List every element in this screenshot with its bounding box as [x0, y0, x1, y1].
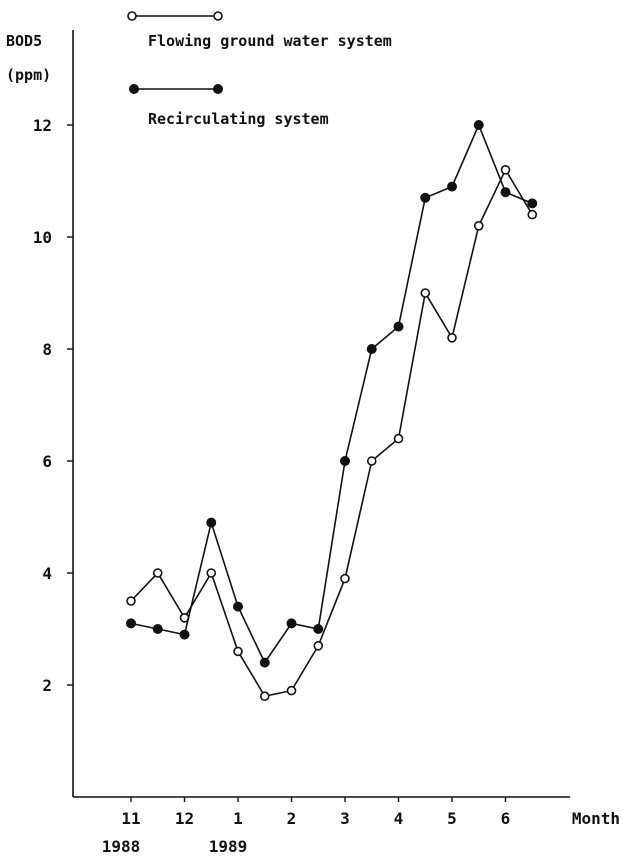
x-axis-title: Month [572, 809, 620, 828]
data-point-flowing [340, 573, 350, 584]
data-point-flowing [313, 640, 324, 651]
x-tick-label: 6 [501, 809, 511, 828]
x-tick-label: 12 [175, 809, 194, 828]
legend-flowing-label: Flowing ground water system [148, 32, 392, 50]
data-point-flowing [473, 221, 484, 231]
year-label: 1989 [209, 837, 248, 856]
data-point-flowing [447, 332, 457, 343]
legend: Flowing ground water system Recirculatin… [127, 11, 392, 128]
data-point-flowing [259, 691, 270, 702]
series-line-recirculating [130, 122, 533, 665]
data-point-recirculating [473, 120, 484, 130]
series-group [126, 120, 538, 702]
year-label: 1988 [102, 837, 141, 856]
y-tick-label: 4 [42, 564, 52, 583]
y-tick-label: 8 [42, 340, 52, 359]
y-tick-label: 12 [33, 116, 52, 135]
x-tick-label: 11 [121, 809, 140, 828]
legend-flowing-marker-right [213, 11, 223, 21]
data-point-recirculating [366, 344, 377, 354]
data-point-flowing [366, 456, 377, 466]
y-tick-label: 10 [33, 228, 52, 247]
x-tick-label: 3 [340, 809, 350, 828]
data-point-recirculating [393, 321, 404, 332]
y-ticks: 2 4 6 8 10 12 [33, 116, 73, 695]
data-point-recirculating [179, 629, 190, 640]
legend-recirculating-label: Recirculating system [148, 110, 329, 128]
data-point-flowing [126, 596, 136, 606]
data-point-flowing [286, 685, 297, 696]
y-tick-label: 6 [42, 452, 52, 471]
data-point-recirculating [233, 601, 243, 612]
x-ticks: 11 12 1 2 3 4 5 6 [121, 797, 510, 828]
y-axis-title-line2: (ppm) [6, 66, 51, 84]
data-point-flowing [233, 646, 243, 657]
y-axis-title-line1: BOD5 [6, 32, 42, 50]
data-point-recirculating [420, 192, 431, 203]
series-line-flowing [130, 168, 533, 698]
data-point-recirculating [259, 657, 270, 668]
data-point-flowing [393, 433, 404, 444]
data-point-flowing [420, 288, 431, 298]
data-point-flowing [500, 165, 511, 175]
data-point-recirculating [447, 181, 457, 192]
legend-item-recirculating: Recirculating system [129, 84, 329, 128]
x-tick-label: 1 [233, 809, 243, 828]
year-labels: 1988 1989 [102, 837, 248, 856]
data-point-recirculating [313, 624, 324, 634]
x-tick-label: 2 [287, 809, 297, 828]
y-tick-label: 2 [42, 676, 52, 695]
data-point-recirculating [500, 187, 511, 198]
data-point-flowing [152, 568, 163, 578]
legend-flowing-marker-left [127, 11, 137, 21]
x-tick-label: 4 [394, 809, 404, 828]
data-point-recirculating [527, 198, 538, 209]
legend-recirculating-marker-right [213, 84, 223, 94]
data-point-recirculating [286, 618, 297, 629]
data-point-recirculating [340, 456, 350, 466]
data-point-recirculating [126, 618, 136, 629]
legend-recirculating-marker-left [129, 84, 139, 94]
data-point-recirculating [206, 517, 217, 528]
x-tick-label: 5 [447, 809, 457, 828]
data-point-recirculating [152, 624, 163, 634]
legend-item-flowing: Flowing ground water system [127, 11, 392, 50]
data-point-flowing [527, 209, 538, 220]
data-point-flowing [206, 568, 217, 578]
